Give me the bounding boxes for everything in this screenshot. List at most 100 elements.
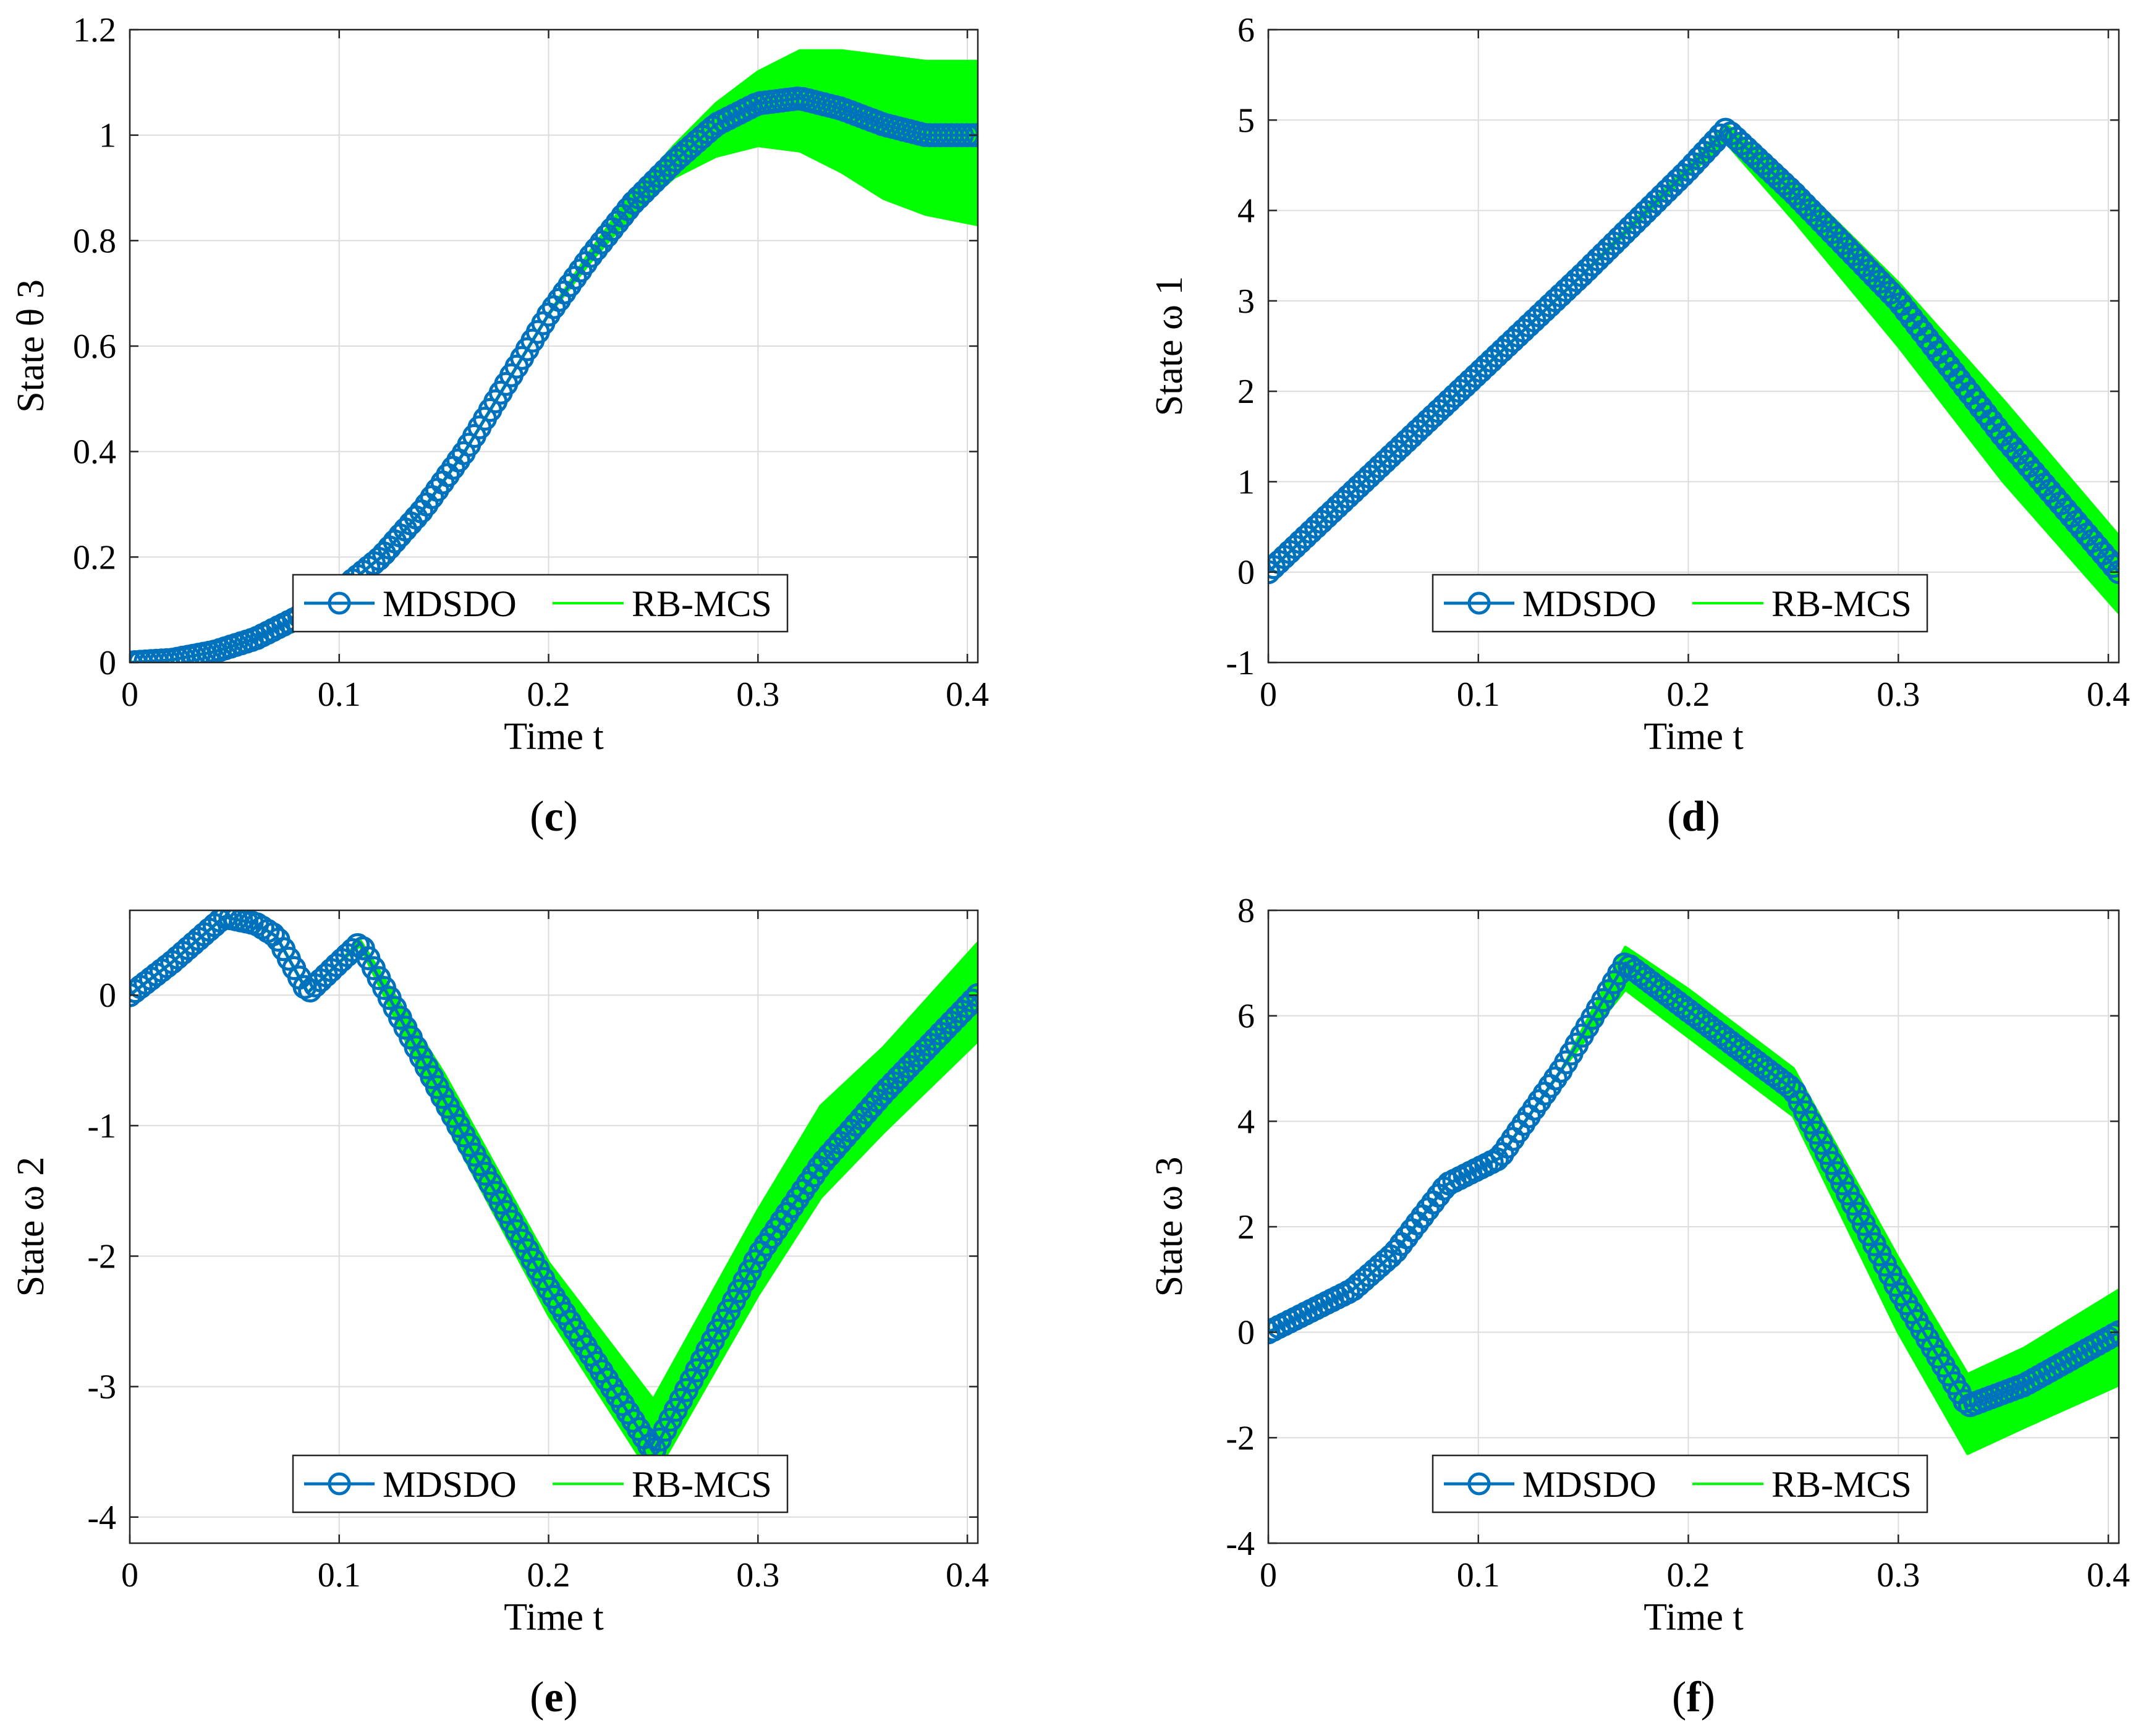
y-tick-label: 3 xyxy=(1237,282,1255,321)
legend-box xyxy=(1432,1454,1928,1514)
legend: MDSDO RB-MCS xyxy=(1432,1454,1928,1514)
y-tick-label: 6 xyxy=(1237,997,1255,1036)
x-tick-label: 0.1 xyxy=(1457,675,1500,714)
caption-open-paren: ( xyxy=(530,1674,544,1721)
caption-letter: f xyxy=(1686,1674,1701,1721)
caption-open-paren: ( xyxy=(530,793,544,840)
axes-box xyxy=(1267,28,2120,664)
legend-rb-mcs-label: RB-MCS xyxy=(632,583,772,624)
x-tick-label: 0.3 xyxy=(1877,675,1920,714)
legend-box xyxy=(292,1454,789,1514)
x-axis-label: Time t xyxy=(1644,1596,1743,1638)
y-tick-label: 0 xyxy=(99,644,116,682)
panel-caption: (c) xyxy=(530,793,578,840)
legend-mdsdo-label: MDSDO xyxy=(383,583,517,624)
y-axis-label: State ω 1 xyxy=(1148,276,1190,417)
x-tick-label: 0.1 xyxy=(1457,1556,1500,1594)
rb-mcs-band xyxy=(1268,947,2119,1454)
y-axis-label: State θ 3 xyxy=(10,279,52,413)
data-layer xyxy=(1268,117,2119,614)
caption-close-paren: ) xyxy=(1701,1674,1715,1721)
caption-letter: c xyxy=(544,793,563,840)
y-tick-label: -4 xyxy=(87,1499,116,1537)
y-tick-label: -3 xyxy=(87,1368,116,1407)
y-tick-label: -1 xyxy=(1226,644,1255,682)
legend-mdsdo-label: MDSDO xyxy=(383,1464,517,1505)
caption-open-paren: ( xyxy=(1667,793,1681,840)
y-axis-label: State ω 3 xyxy=(1148,1157,1190,1297)
y-tick-label: 1.2 xyxy=(73,11,116,49)
caption-close-paren: ) xyxy=(564,1674,578,1721)
plot-area xyxy=(130,910,978,1543)
y-tick-label: 0.8 xyxy=(73,222,116,260)
y-tick-label: 2 xyxy=(1237,1208,1255,1247)
legend-mdsdo-marker xyxy=(1467,1472,1491,1496)
mdsdo-marker xyxy=(2101,554,2119,578)
legend-mdsdo-marker xyxy=(1467,591,1491,615)
y-tick-label: 0 xyxy=(99,976,116,1015)
mdsdo-marker xyxy=(2106,1320,2119,1345)
legend-box xyxy=(292,574,789,633)
legend-mdsdo-label: MDSDO xyxy=(1522,1464,1657,1505)
panel-caption: (f) xyxy=(1672,1674,1715,1721)
x-tick-label: 0 xyxy=(121,675,138,714)
x-tick-label: 0.3 xyxy=(736,675,779,714)
y-tick-label: 1 xyxy=(1237,463,1255,501)
caption-letter: e xyxy=(544,1674,563,1721)
x-tick-label: 0.4 xyxy=(946,1556,989,1594)
x-tick-label: 0.1 xyxy=(318,675,361,714)
x-tick-label: 0.3 xyxy=(1877,1556,1920,1594)
y-tick-label: -2 xyxy=(87,1238,116,1276)
y-tick-label: 4 xyxy=(1237,1103,1255,1141)
legend: MDSDO RB-MCS xyxy=(292,574,789,633)
x-axis-label: Time t xyxy=(504,716,603,758)
x-axis-label: Time t xyxy=(504,1596,603,1638)
y-tick-label: -2 xyxy=(1226,1419,1255,1457)
y-tick-label: 6 xyxy=(1237,11,1255,49)
y-tick-label: -1 xyxy=(87,1107,116,1145)
data-layer xyxy=(130,49,978,663)
legend-box xyxy=(1432,574,1928,633)
x-tick-label: 0 xyxy=(121,1556,138,1594)
mdsdo-marker xyxy=(292,975,317,999)
legend: MDSDO RB-MCS xyxy=(292,1454,789,1514)
y-tick-label: 8 xyxy=(1237,892,1255,930)
panel-caption: (d) xyxy=(1667,793,1720,840)
caption-close-paren: ) xyxy=(564,793,578,840)
x-tick-label: 0.2 xyxy=(527,1556,571,1594)
x-tick-label: 0.1 xyxy=(318,1556,361,1594)
mdsdo-marker xyxy=(130,983,142,1007)
y-tick-label: 0.6 xyxy=(73,328,116,366)
legend-rb-mcs-label: RB-MCS xyxy=(632,1464,772,1505)
plot-area xyxy=(1268,30,2119,663)
x-tick-label: 0.2 xyxy=(1667,675,1710,714)
y-tick-label: 0 xyxy=(1237,1314,1255,1352)
y-tick-label: 2 xyxy=(1237,373,1255,411)
y-tick-label: 0.2 xyxy=(73,538,116,577)
panel-c: 0 0.1 0.2 0.3 0.4 0 0.2 0.4 0.6 0.8 1 1.2 Time t Stat… xyxy=(10,11,989,840)
x-tick-label: 0.4 xyxy=(2087,675,2130,714)
legend-mdsdo-marker xyxy=(328,591,351,615)
legend-rb-mcs-label: RB-MCS xyxy=(1771,583,1912,624)
panel-e: 0 0.1 0.2 0.3 0.4 -4 -3 -2 -1 0 Time t State ω 2 (e)… xyxy=(10,909,989,1721)
x-tick-label: 0.2 xyxy=(1667,1556,1710,1594)
y-axis-label: State ω 2 xyxy=(10,1157,52,1297)
caption-close-paren: ) xyxy=(1705,793,1720,840)
x-tick-label: 0.2 xyxy=(527,675,571,714)
x-axis-label: Time t xyxy=(1644,716,1743,758)
y-tick-label: 0 xyxy=(1237,554,1255,592)
y-tick-label: 0.4 xyxy=(73,433,116,472)
legend-mdsdo-marker xyxy=(328,1472,351,1496)
y-tick-label: 1 xyxy=(99,117,116,155)
legend-mdsdo-label: MDSDO xyxy=(1522,583,1657,624)
mdsdo-marker xyxy=(965,983,978,1007)
legend: MDSDO RB-MCS xyxy=(1432,574,1928,633)
x-tick-label: 0.3 xyxy=(736,1556,779,1594)
x-tick-label: 0 xyxy=(1260,675,1277,714)
rb-mcs-band xyxy=(130,51,978,663)
panel-f: 0 0.1 0.2 0.3 0.4 -4 -2 0 2 4 6 8 Time t State ω 3 (f)… xyxy=(1148,892,2130,1721)
caption-letter: d xyxy=(1682,793,1706,840)
mdsdo-marker xyxy=(2106,560,2119,585)
